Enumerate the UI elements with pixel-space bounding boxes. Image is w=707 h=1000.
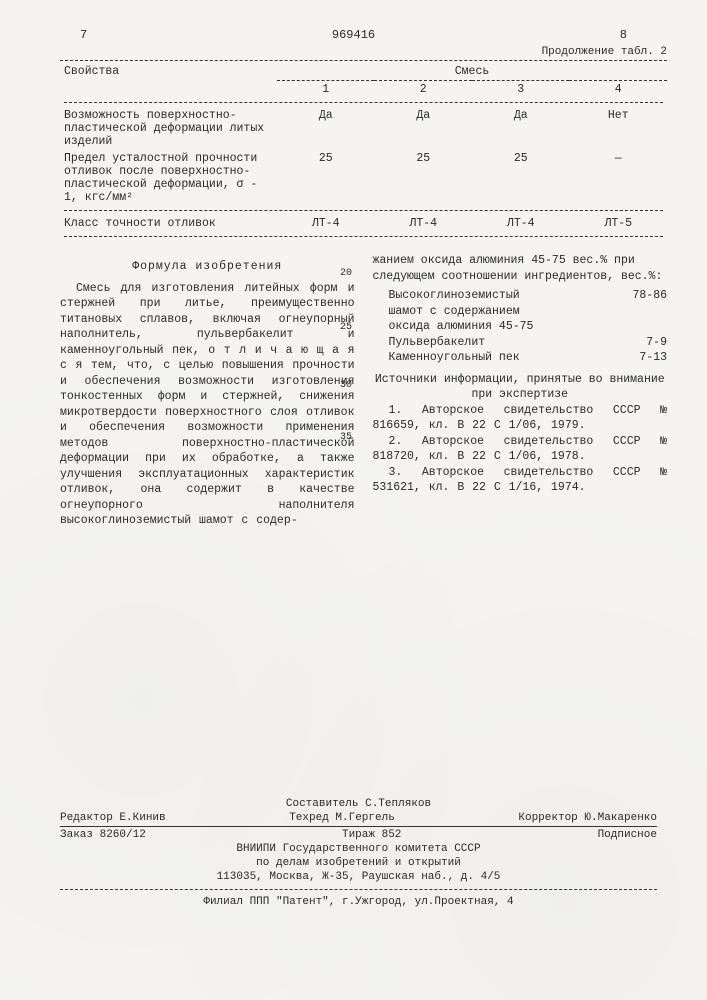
cell: 25: [374, 150, 472, 206]
tech-editor: Техред М.Гергель: [289, 812, 395, 824]
page-right: 8: [620, 28, 627, 42]
corrector: Корректор Ю.Макаренко: [518, 812, 657, 824]
source-item: 2. Авторское свидетельство СССР № 818720…: [373, 434, 668, 465]
tirazh: Тираж 852: [342, 829, 401, 841]
cell: ЛТ-4: [472, 215, 570, 232]
col-2: 2: [374, 81, 472, 99]
org-line2: по делам изобретений и открытий: [60, 857, 657, 869]
cell: Да: [277, 107, 375, 150]
left-column: Формула изобретения Смесь для изготовлен…: [60, 253, 355, 529]
page-left: 7: [80, 28, 87, 42]
cell: ЛТ-4: [277, 215, 375, 232]
ingredient-row: Пульвербакелит 7-9: [389, 335, 668, 351]
col-4: 4: [569, 81, 667, 99]
table-continuation: Продолжение табл. 2: [60, 46, 667, 58]
ingredient-row: Каменноугольный пек 7-13: [389, 350, 668, 366]
continuation-text: жанием оксида алюминия 45-75 вес.% при с…: [373, 253, 668, 284]
sources-heading: Источники информации, принятые во вниман…: [373, 372, 668, 403]
org-line1: ВНИИПИ Государственного комитета СССР: [60, 843, 657, 855]
source-item: 3. Авторское свидетельство СССР № 531621…: [373, 465, 668, 496]
cell: Да: [472, 107, 570, 150]
right-column: жанием оксида алюминия 45-75 вес.% при с…: [373, 253, 668, 529]
ingredient-name: Пульвербакелит: [389, 335, 486, 351]
ingredient-row: Высокоглиноземистый шамот с содержанием …: [389, 288, 668, 335]
subscription: Подписное: [598, 829, 657, 841]
cell: ЛТ-5: [569, 215, 667, 232]
line-number: 25: [340, 322, 352, 333]
claim-text: Смесь для изготовления литейных форм и с…: [60, 281, 355, 529]
ingredient-name: Каменноугольный пек: [389, 350, 520, 366]
cell: ЛТ-4: [374, 215, 472, 232]
cell: 25: [277, 150, 375, 206]
address: 113035, Москва, Ж-35, Раушская наб., д. …: [60, 871, 657, 883]
editor: Редактор Е.Кинив: [60, 812, 166, 824]
cell: 25: [472, 150, 570, 206]
line-number: 30: [340, 380, 352, 391]
cell-prop: Возможность поверхност­но-пластической д…: [60, 107, 277, 150]
cell: Нет: [569, 107, 667, 150]
table-row: Класс точности отливок ЛТ-4 ЛТ-4 ЛТ-4 ЛТ…: [60, 215, 667, 232]
source-item: 1. Авторское свидетельство СССР № 816659…: [373, 403, 668, 434]
cell: Да: [374, 107, 472, 150]
ingredient-val: 7-13: [639, 350, 667, 366]
cell-prop: Класс точности отливок: [60, 215, 277, 232]
col-header-mix: Смесь: [277, 63, 667, 81]
table-row: Возможность поверхност­но-пластической д…: [60, 107, 667, 150]
formula-heading: Формула изобретения: [60, 259, 355, 275]
ingredient-val: 78-86: [632, 288, 667, 335]
compiler: Составитель С.Тепляков: [60, 798, 657, 810]
col-1: 1: [277, 81, 375, 99]
ingredient-val: 7-9: [646, 335, 667, 351]
line-number: 20: [340, 268, 352, 279]
properties-table: Свойства Смесь 1 2 3 4 Возможность повер…: [60, 63, 667, 241]
doc-number: 969416: [332, 28, 375, 42]
branch: Филиал ППП "Патент", г.Ужгород, ул.Проек…: [60, 896, 657, 908]
table-row: Предел усталостной проч­ности отливок по…: [60, 150, 667, 206]
line-number: 35: [340, 432, 352, 443]
col-3: 3: [472, 81, 570, 99]
order-number: Заказ 8260/12: [60, 829, 146, 841]
footer: Составитель С.Тепляков Редактор Е.Кинив …: [60, 796, 657, 910]
col-header-prop: Свойства: [60, 63, 277, 98]
cell: —: [569, 150, 667, 206]
cell-prop: Предел усталостной проч­ности отливок по…: [60, 150, 277, 206]
ingredient-name: Высокоглиноземистый шамот с содержанием …: [389, 288, 559, 335]
